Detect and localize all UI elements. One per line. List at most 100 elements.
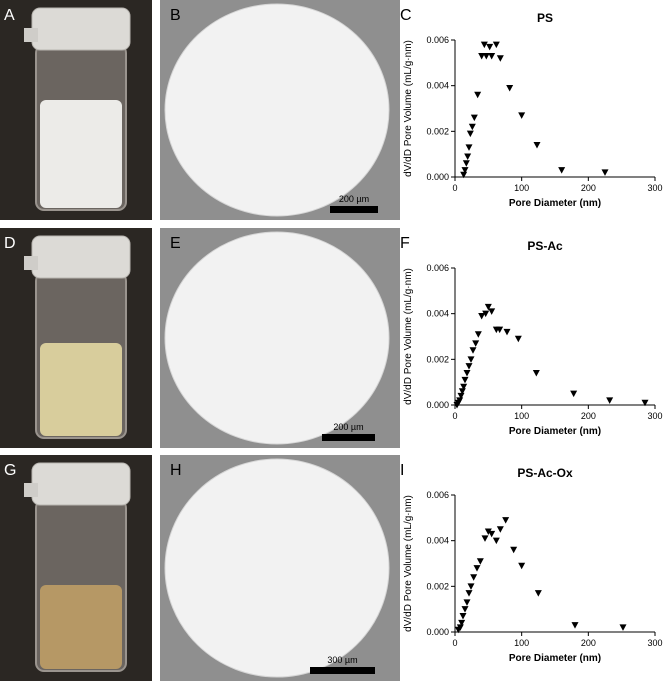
data-point — [496, 526, 504, 533]
x-tick-label: 100 — [514, 183, 529, 193]
data-point — [518, 562, 526, 570]
data-point — [533, 142, 541, 149]
data-point — [496, 55, 504, 62]
x-tick-label: 100 — [514, 411, 529, 421]
data-point — [606, 397, 614, 404]
data-point — [502, 517, 510, 524]
data-point — [534, 590, 542, 597]
x-tick-label: 0 — [452, 183, 457, 193]
data-point — [460, 171, 468, 179]
scale-bar-label: 200 µm — [333, 422, 363, 432]
data-point — [492, 537, 500, 545]
data-point — [456, 397, 464, 404]
data-point — [571, 622, 579, 629]
vial-cap-tab — [24, 256, 38, 270]
data-point — [476, 558, 484, 565]
panel-label: H — [170, 462, 182, 479]
y-tick-label: 0.004 — [426, 309, 449, 319]
data-point — [473, 565, 481, 572]
data-point — [478, 52, 486, 60]
y-tick-label: 0.000 — [426, 172, 449, 182]
data-point — [484, 303, 492, 311]
x-axis-label: Pore Diameter (nm) — [509, 198, 601, 209]
x-tick-label: 0 — [452, 411, 457, 421]
data-point — [641, 399, 649, 407]
scale-bar — [330, 206, 378, 213]
vial-cap-tab — [24, 28, 38, 42]
data-point — [467, 356, 475, 363]
panel-label: B — [170, 7, 181, 24]
data-point — [503, 328, 511, 336]
y-axis-label: dV/dD Pore Volume (mL/g·nm) — [403, 495, 414, 632]
y-tick-label: 0.000 — [426, 627, 449, 637]
y-axis-label: dV/dD Pore Volume (mL/g·nm) — [403, 40, 414, 177]
data-point — [482, 52, 490, 60]
data-point — [458, 619, 466, 627]
panel-label: C — [400, 7, 412, 24]
data-point — [465, 144, 473, 151]
data-point — [461, 606, 469, 613]
data-point — [518, 112, 526, 119]
panel-label: D — [4, 235, 16, 252]
x-tick-label: 100 — [514, 638, 529, 648]
data-point — [482, 310, 490, 318]
data-point — [465, 363, 473, 370]
vial-cap-tab — [24, 483, 38, 497]
sem-bead — [164, 3, 390, 217]
data-point — [468, 123, 476, 131]
x-axis-label: Pore Diameter (nm) — [509, 426, 601, 437]
sem-bead — [164, 458, 390, 678]
x-tick-label: 300 — [647, 411, 662, 421]
panel-label: E — [170, 235, 181, 252]
data-point — [514, 335, 522, 343]
y-tick-label: 0.002 — [426, 354, 449, 364]
data-point — [558, 167, 566, 174]
beads — [40, 343, 122, 436]
x-tick-label: 200 — [581, 638, 596, 648]
data-point — [457, 392, 465, 400]
data-point — [467, 583, 475, 590]
data-point — [484, 528, 492, 536]
scale-bar — [322, 434, 375, 441]
y-axis-label: dV/dD Pore Volume (mL/g·nm) — [403, 268, 414, 405]
data-point — [469, 347, 477, 354]
sem-bead — [164, 231, 390, 445]
x-tick-label: 200 — [581, 411, 596, 421]
scale-bar — [310, 667, 375, 674]
vial-cap — [31, 462, 131, 506]
data-point — [496, 326, 504, 334]
beads — [40, 100, 122, 208]
data-point — [474, 331, 482, 338]
data-point — [486, 43, 494, 51]
data-point — [480, 41, 488, 49]
data-point — [465, 590, 473, 597]
data-point — [619, 624, 627, 631]
y-tick-label: 0.006 — [426, 490, 449, 500]
x-axis-label: Pore Diameter (nm) — [509, 653, 601, 664]
y-tick-label: 0.006 — [426, 35, 449, 45]
panel-label: I — [400, 462, 404, 479]
data-point — [488, 530, 496, 538]
vial-cap — [31, 7, 131, 51]
chart-title: PS — [537, 11, 553, 25]
data-point — [470, 114, 478, 122]
data-point — [459, 613, 467, 620]
data-point — [488, 52, 496, 60]
y-tick-label: 0.002 — [426, 126, 449, 136]
chart-title: PS-Ac-Ox — [517, 466, 573, 480]
panel-label: F — [400, 235, 410, 252]
data-point — [456, 624, 464, 631]
data-point — [481, 535, 489, 542]
data-point — [506, 84, 514, 92]
data-point — [464, 153, 472, 160]
y-tick-label: 0.004 — [426, 81, 449, 91]
x-tick-label: 300 — [647, 183, 662, 193]
y-tick-label: 0.006 — [426, 263, 449, 273]
data-point — [570, 390, 578, 398]
data-point — [460, 383, 468, 391]
x-tick-label: 300 — [647, 638, 662, 648]
data-point — [488, 308, 496, 315]
y-tick-label: 0.000 — [426, 400, 449, 410]
scale-bar-label: 200 µm — [339, 194, 369, 204]
